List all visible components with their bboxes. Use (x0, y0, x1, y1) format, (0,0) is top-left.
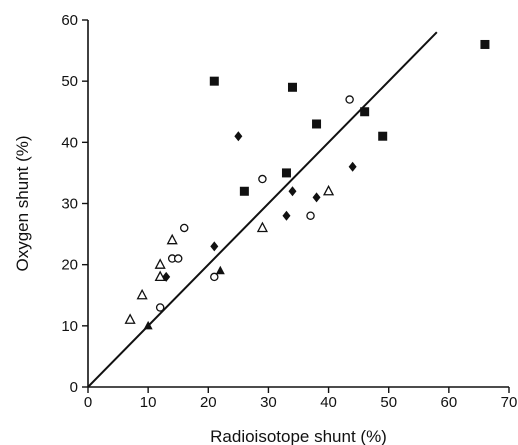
x-tick-label: 40 (320, 394, 337, 411)
data-point-square (360, 107, 370, 117)
identity-line (87, 31, 438, 388)
y-tick-label: 40 (61, 134, 78, 151)
y-tick-label: 0 (70, 379, 78, 396)
y-tick-label: 10 (61, 318, 78, 335)
data-point-square (287, 82, 297, 92)
data-point-open-circle (258, 174, 267, 184)
data-point-open-triangle (124, 313, 136, 324)
x-tick-label: 30 (260, 394, 277, 411)
data-point-open-circle (345, 95, 354, 104)
data-point-open-triangle (256, 221, 268, 233)
data-point-square (312, 119, 322, 129)
data-point-open-circle (306, 211, 315, 220)
data-point-open-triangle (166, 233, 178, 245)
data-point-open-triangle (154, 258, 166, 269)
data-point-open-triangle (322, 184, 335, 196)
data-point-square (209, 76, 219, 86)
x-tick-label: 60 (441, 394, 458, 411)
data-point-open-circle (210, 272, 219, 282)
data-point-diamond (312, 192, 321, 203)
data-point-diamond (348, 161, 357, 172)
x-tick-label: 70 (501, 394, 518, 411)
data-point-square (281, 168, 291, 178)
y-tick-label: 60 (61, 12, 78, 29)
data-point-open-circle (179, 223, 189, 233)
x-tick-label: 0 (84, 394, 92, 411)
data-point-open-triangle (136, 288, 148, 300)
plot-area (87, 31, 490, 388)
data-point-square (239, 186, 249, 196)
x-tick-label: 10 (140, 394, 157, 411)
data-point-open-circle (155, 303, 165, 312)
data-point-diamond (210, 241, 219, 252)
x-tick-label: 50 (380, 394, 397, 411)
x-axis-title: Radioisotope shunt (%) (210, 427, 387, 445)
x-tick-label: 20 (200, 394, 217, 411)
data-point-square (480, 39, 490, 49)
y-tick-label: 30 (61, 196, 78, 213)
data-point-filled-triangle (215, 265, 225, 275)
data-point-diamond (234, 131, 243, 142)
y-axis-title: Oxygen shunt (%) (13, 135, 32, 271)
axes: 0 10 20 30 40 50 60 70 0 10 20 30 40 50 60 (61, 12, 517, 411)
data-point-open-circle (173, 254, 183, 263)
y-tick-label: 20 (61, 257, 78, 274)
data-point-diamond (282, 210, 291, 221)
data-point-square (378, 131, 388, 141)
data-point-open-triangle (154, 270, 166, 282)
data-point-filled-triangle (143, 320, 153, 330)
y-tick-label: 50 (61, 73, 78, 90)
data-point-diamond (288, 186, 297, 197)
